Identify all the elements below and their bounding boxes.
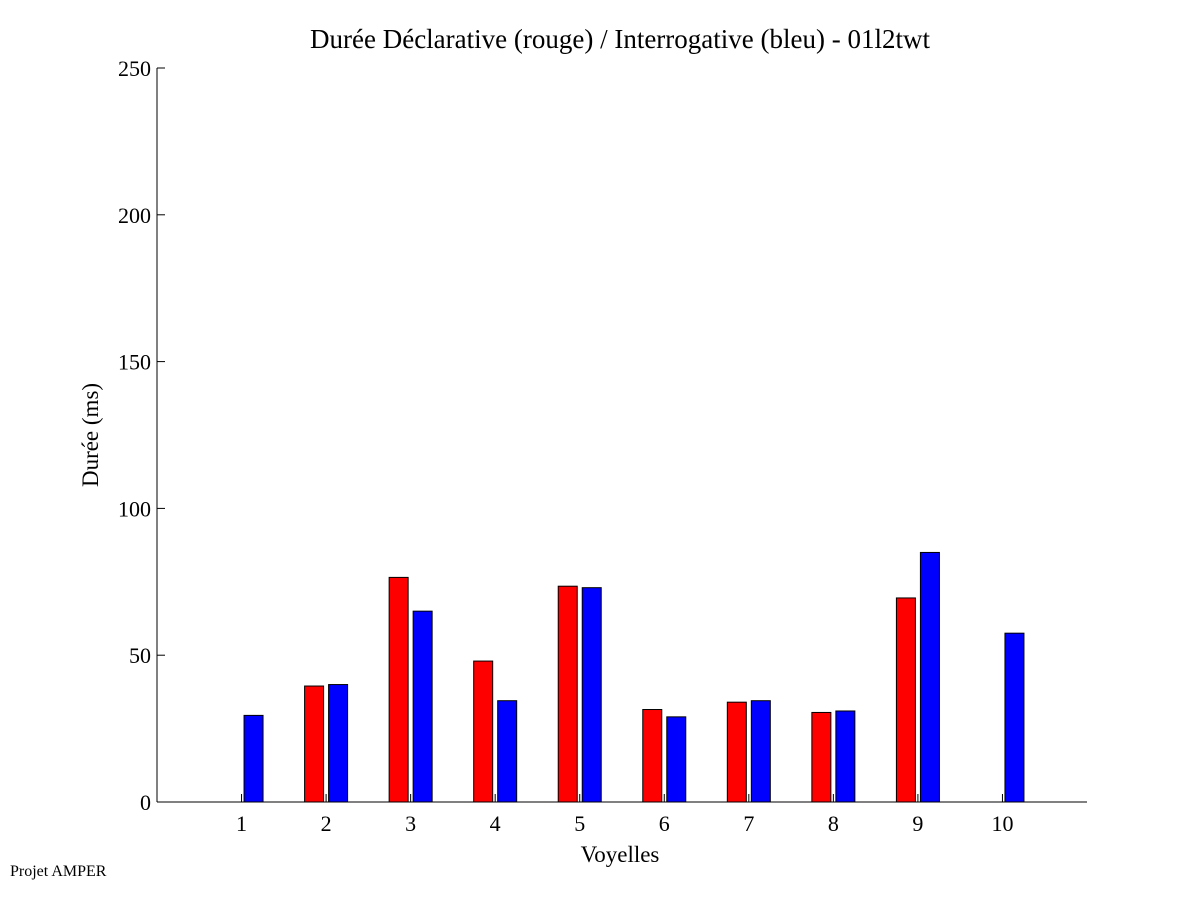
x-tick-label: 7 xyxy=(743,811,754,836)
x-axis-label: Voyelles xyxy=(581,842,660,867)
y-tick-label: 200 xyxy=(118,203,151,228)
bar-declarative xyxy=(388,576,409,803)
bar-declarative xyxy=(811,711,832,803)
bar-declarative xyxy=(557,585,578,803)
bar-interrogative xyxy=(581,587,602,803)
bar-interrogative xyxy=(412,610,433,803)
y-tick-label: 0 xyxy=(140,790,151,815)
bar-declarative xyxy=(304,685,325,803)
y-tick-label: 150 xyxy=(118,350,151,375)
chart-title: Durée Déclarative (rouge) / Interrogativ… xyxy=(310,24,930,54)
bar-interrogative xyxy=(835,710,856,803)
x-tick-label: 8 xyxy=(828,811,839,836)
footer-credit: Projet AMPER xyxy=(10,863,107,880)
x-tick-label: 6 xyxy=(659,811,670,836)
bar-interrogative xyxy=(750,700,771,803)
x-tick-label: 1 xyxy=(236,811,247,836)
bar-interrogative xyxy=(328,684,349,803)
bar-interrogative xyxy=(243,714,264,803)
y-tick-label: 250 xyxy=(118,56,151,81)
bar-declarative xyxy=(642,709,663,803)
x-tick-label: 2 xyxy=(321,811,332,836)
bar-interrogative xyxy=(1004,632,1025,803)
y-tick-label: 100 xyxy=(118,496,151,521)
bar-interrogative xyxy=(497,700,518,803)
x-tick-label: 10 xyxy=(991,811,1013,836)
x-tick-label: 9 xyxy=(912,811,923,836)
bar-declarative xyxy=(895,597,916,803)
bar-declarative xyxy=(473,660,494,803)
y-axis-label: Durée (ms) xyxy=(78,383,103,487)
x-tick-label: 4 xyxy=(490,811,501,836)
x-tick-label: 3 xyxy=(405,811,416,836)
bar-interrogative xyxy=(919,551,940,803)
bar-interrogative xyxy=(666,716,687,803)
bar-declarative xyxy=(726,701,747,803)
x-tick-label: 5 xyxy=(574,811,585,836)
y-tick-label: 50 xyxy=(129,643,151,668)
plot-area: 0 50 100 150 200 250 1 2 3 4 5 6 7 8 9 10 xyxy=(118,56,1087,836)
